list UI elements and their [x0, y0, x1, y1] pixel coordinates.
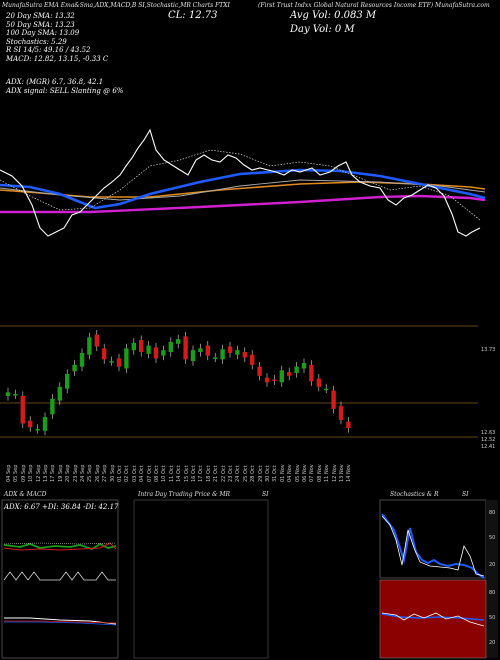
candle-body	[28, 420, 33, 428]
candle-body	[102, 348, 107, 360]
price-dotted-line	[0, 149, 481, 221]
candle-body	[168, 341, 173, 352]
candle-body	[116, 358, 122, 367]
candle-body	[50, 398, 55, 415]
candle-body	[213, 357, 218, 359]
sma-long-line	[0, 194, 486, 214]
candle-body	[190, 350, 196, 362]
rsi-tick-50: 50	[489, 615, 496, 621]
candle-body	[301, 363, 307, 369]
day-volume: Day Vol: 0 M	[290, 24, 355, 35]
stoch-white-line	[381, 515, 485, 577]
candle-body	[153, 347, 159, 359]
adx-wave-line	[3, 571, 116, 581]
close-price: CL: 12.73	[168, 10, 218, 21]
candle-body	[324, 388, 329, 391]
adx-panel-title: ADX & MACD	[4, 491, 47, 498]
candle-body	[146, 345, 151, 354]
candle-body	[272, 379, 277, 381]
candle-body	[257, 366, 262, 376]
rsi-white-line	[381, 612, 485, 627]
candle-body	[20, 396, 25, 424]
indicators-line: MunafaSutra EMA Ema&Sma,ADX,MACD,B SI,St…	[2, 2, 230, 9]
candle-body	[5, 392, 11, 396]
stoch-panel-title: Stochastics & R	[390, 491, 439, 498]
candle-body	[131, 342, 136, 351]
candle-body	[294, 366, 299, 374]
candle-body	[338, 406, 344, 420]
macd-line	[4, 617, 117, 625]
rsi-tick-80: 80	[489, 590, 496, 596]
rsi-tick-20: 20	[489, 640, 496, 646]
adx-readout: ADX: 6.67 +DI: 36.84 -DI: 42.17	[4, 503, 119, 511]
intraday-si-label: SI	[262, 491, 269, 498]
candle-body	[331, 390, 336, 409]
macd-value: MACD: 12.82, 13.15, -0.33 C	[6, 54, 109, 63]
moving-average-chart	[0, 128, 486, 237]
price-tag-top: 13.73	[481, 347, 496, 353]
candle-body	[220, 349, 225, 360]
candle-body	[316, 378, 321, 387]
avg-volume: Avg Vol: 0.083 M	[290, 10, 377, 21]
stoch-tick-20: 20	[489, 562, 496, 568]
di-white-line	[3, 542, 117, 545]
stoch-side-strip	[486, 500, 498, 658]
candle-body	[264, 377, 270, 383]
candle-body	[57, 386, 62, 401]
candle-body	[176, 339, 181, 344]
macd-signal-line	[4, 620, 117, 624]
candle-body	[65, 374, 70, 389]
adx-signal: ADX signal: SELL Slanting @ 6%	[6, 86, 124, 95]
price-line	[0, 128, 481, 237]
candle-body	[309, 364, 314, 382]
candle-body	[35, 429, 40, 431]
candle-body	[13, 394, 18, 396]
candle-body	[279, 370, 284, 383]
candle-body	[87, 337, 92, 355]
candle-body	[42, 417, 48, 431]
candle-body	[242, 352, 247, 358]
candle-body	[109, 361, 114, 363]
price-tag-b: 12.52	[481, 437, 496, 443]
intraday-panel-title: Intra Day Trading Price & MR	[138, 491, 231, 498]
adx-value: ADX: (MGR) 6.7, 36.8, 42.1	[6, 78, 104, 86]
candle-body	[139, 340, 144, 352]
macd-blue-line	[4, 621, 117, 626]
indicator-summary: 20 Day SMA: 13.32 50 Day SMA: 13.23 100 …	[6, 12, 108, 64]
candle-body	[346, 421, 351, 429]
candle-body	[183, 336, 188, 360]
stoch-blue-line	[381, 513, 485, 579]
adx-green-line	[3, 542, 117, 550]
fund-title: (First Trust Indxx Global Natural Resour…	[258, 2, 490, 9]
rsi-blue-line	[381, 613, 485, 621]
stoch-tick-50: 50	[489, 535, 496, 541]
rsi-value: R SI 14/5: 49.16 / 43.52	[6, 46, 91, 55]
candle-body	[287, 372, 292, 376]
stoch-tick-80: 80	[489, 510, 496, 516]
candlestick-chart	[0, 325, 478, 438]
adx-summary: ADX: (MGR) 6.7, 36.8, 42.1 ADX signal: S…	[6, 78, 123, 95]
candle-body	[250, 354, 255, 365]
adx-panel-frame	[1, 499, 119, 659]
candle-body	[205, 345, 210, 356]
candle-body	[72, 364, 77, 372]
sma-100: 100 Day SMA: 13.09	[6, 29, 80, 38]
sma-50: 50 Day SMA: 13.23	[6, 20, 75, 29]
candle-body	[94, 334, 99, 347]
candle-body	[235, 350, 240, 355]
stoch-si-label: SI	[462, 491, 469, 498]
candle-body	[227, 346, 233, 353]
sma-20: 20 Day SMA: 13.32	[6, 12, 75, 20]
adx-red-line	[3, 542, 117, 551]
price-tag-c: 12.41	[481, 444, 496, 450]
stochastics-value: Stochastics: 5.29	[6, 37, 67, 46]
candle-body	[79, 352, 85, 367]
candle-body	[161, 350, 166, 356]
candle-body	[198, 348, 203, 352]
intraday-panel-frame	[133, 499, 269, 659]
price-tag-a: 12.63	[481, 430, 496, 436]
candle-body	[124, 348, 129, 369]
